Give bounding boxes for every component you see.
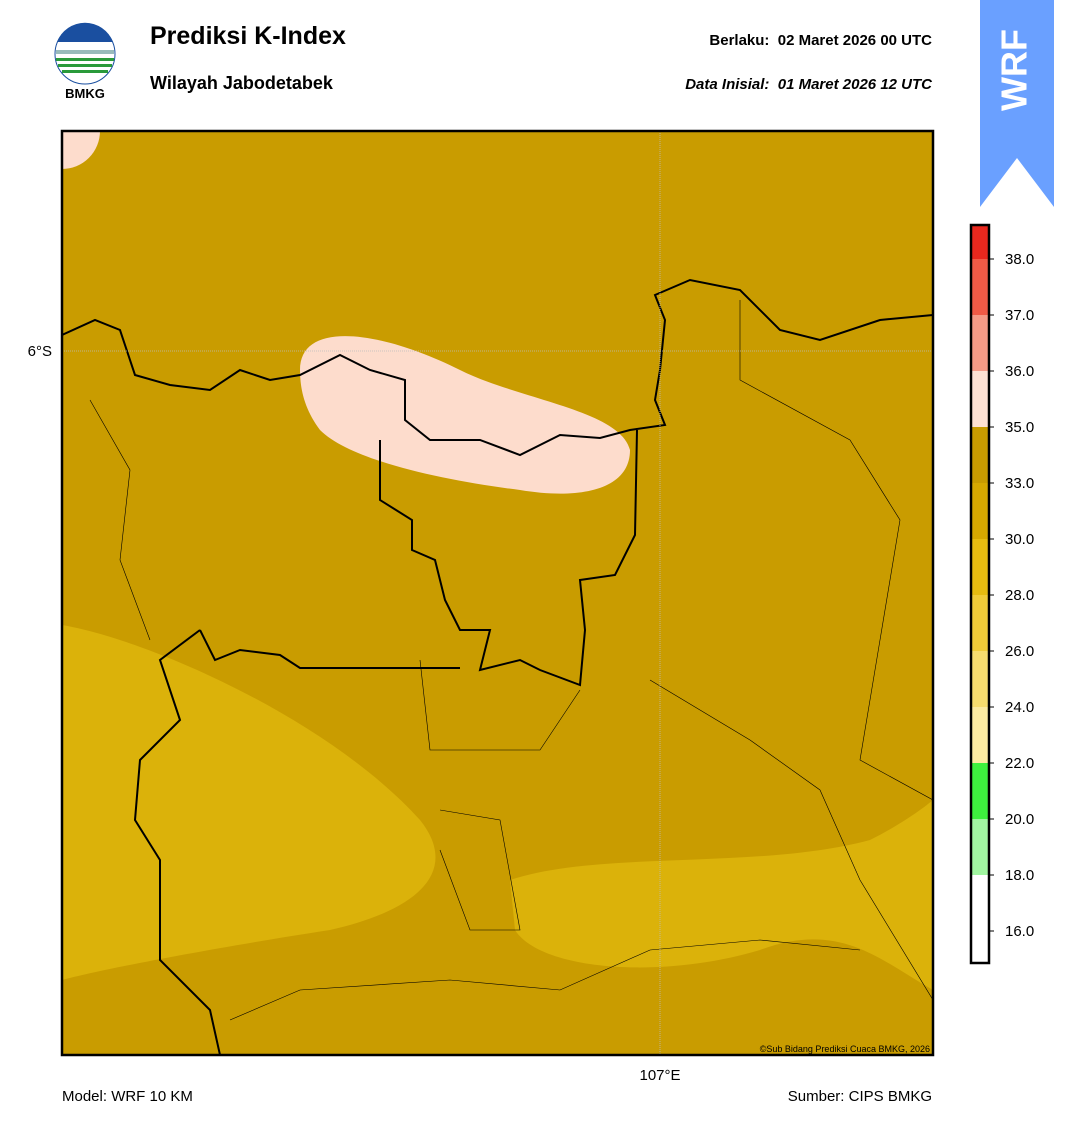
colorbar-frame bbox=[969, 223, 991, 965]
colorbar-segment bbox=[971, 539, 989, 595]
colorbar-label: 30.0 bbox=[1005, 531, 1034, 548]
colorbar-label: 36.0 bbox=[1005, 363, 1034, 380]
colorbar-segment bbox=[971, 595, 989, 651]
logo: BMKG bbox=[54, 22, 116, 101]
colorbar-segment bbox=[971, 931, 989, 963]
colorbar-label: 18.0 bbox=[1005, 867, 1034, 884]
colorbar-label: 26.0 bbox=[1005, 643, 1034, 660]
lon-label: 107°E bbox=[639, 1067, 680, 1084]
colorbar-label: 16.0 bbox=[1005, 923, 1034, 940]
colorbar: 38.0 37.0 36.0 35.0 33.0 30.0 28.0 26.0 24.0 22.0… bbox=[969, 223, 1034, 965]
logo-text: BMKG bbox=[65, 86, 105, 101]
colorbar-label: 28.0 bbox=[1005, 587, 1034, 604]
colorbar-label: 37.0 bbox=[1005, 307, 1034, 324]
colorbar-label: 35.0 bbox=[1005, 419, 1034, 436]
lat-label: 6°S bbox=[28, 343, 52, 360]
valid-time: Berlaku: 02 Maret 2026 00 UTC bbox=[709, 32, 932, 49]
colorbar-segment bbox=[971, 371, 989, 427]
colorbar-label: 24.0 bbox=[1005, 699, 1034, 716]
subtitle: Wilayah Jabodetabek bbox=[150, 73, 334, 93]
badge-text: WRF bbox=[994, 29, 1035, 111]
colorbar-label: 33.0 bbox=[1005, 475, 1034, 492]
map: ©Sub Bidang Prediksi Cuaca BMKG, 2026 bbox=[62, 131, 933, 1055]
colorbar-segment bbox=[971, 651, 989, 707]
title: Prediksi K-Index bbox=[150, 22, 346, 50]
colorbar-segment bbox=[971, 259, 989, 315]
badge bbox=[980, 0, 1054, 207]
init-time: Data Inisial: 01 Maret 2026 12 UTC bbox=[685, 76, 933, 93]
source: Sumber: CIPS BMKG bbox=[788, 1088, 932, 1105]
colorbar-segment bbox=[971, 427, 989, 483]
colorbar-segment bbox=[971, 483, 989, 539]
colorbar-label: 20.0 bbox=[1005, 811, 1034, 828]
colorbar-label: 38.0 bbox=[1005, 251, 1034, 268]
model: Model: WRF 10 KM bbox=[62, 1088, 193, 1105]
colorbar-segment bbox=[971, 315, 989, 371]
colorbar-segment bbox=[971, 875, 989, 931]
colorbar-segment bbox=[971, 763, 989, 819]
map-frame bbox=[60, 129, 935, 1057]
credit: ©Sub Bidang Prediksi Cuaca BMKG, 2026 bbox=[760, 1044, 930, 1054]
colorbar-segment bbox=[971, 707, 989, 763]
colorbar-label: 22.0 bbox=[1005, 755, 1034, 772]
colorbar-segment bbox=[971, 225, 989, 259]
colorbar-segment bbox=[971, 819, 989, 875]
